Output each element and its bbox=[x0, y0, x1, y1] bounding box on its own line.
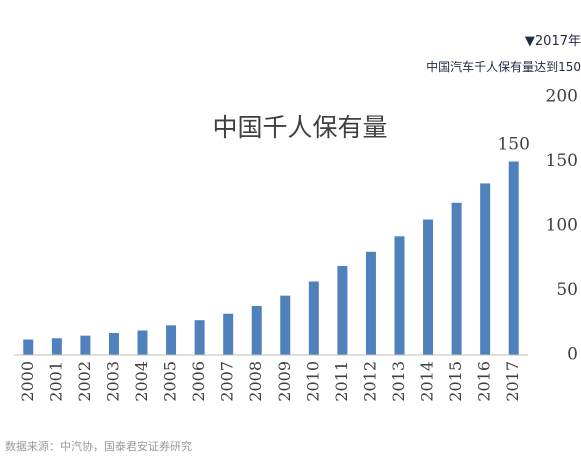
x-tick-label: 2004 bbox=[132, 361, 151, 402]
x-tick-label: 2015 bbox=[446, 361, 465, 402]
header-tag-line: ▼2017年 bbox=[524, 34, 581, 49]
y-tick-label: 0 bbox=[567, 345, 578, 365]
bar-2005 bbox=[166, 325, 177, 355]
x-tick-label: 2009 bbox=[275, 361, 294, 402]
x-tick-label: 2010 bbox=[303, 361, 322, 402]
chart-title: 中国千人保有量 bbox=[212, 113, 387, 142]
bar-2002 bbox=[80, 335, 91, 355]
bar-2004 bbox=[137, 330, 148, 355]
bar-2008 bbox=[251, 305, 262, 355]
bar-2012 bbox=[365, 251, 376, 355]
y-tick-label: 150 bbox=[546, 151, 578, 171]
x-tick-label: 2000 bbox=[18, 361, 37, 402]
bar-2011 bbox=[337, 265, 348, 355]
bar-2013 bbox=[394, 236, 405, 355]
x-tick-label: 2005 bbox=[161, 361, 180, 402]
data-label: 150 bbox=[497, 135, 529, 155]
header-sub-line: 中国汽车千人保有量达到150 bbox=[426, 60, 581, 74]
y-tick-label: 100 bbox=[546, 216, 578, 236]
bar-2016 bbox=[480, 183, 491, 355]
x-tick-label: 2002 bbox=[75, 361, 94, 402]
bar-2009 bbox=[280, 295, 291, 355]
bar-2014 bbox=[423, 219, 434, 355]
x-tick-label: 2013 bbox=[389, 361, 408, 402]
bar-2000 bbox=[23, 339, 34, 355]
source-note: 数据来源：中汽协，国泰君安证券研究 bbox=[5, 440, 192, 453]
bar-2010 bbox=[308, 281, 319, 355]
bar-2003 bbox=[108, 333, 119, 355]
bar-2017 bbox=[508, 161, 519, 355]
x-tick-label: 2011 bbox=[332, 361, 351, 402]
y-tick-label: 200 bbox=[546, 87, 578, 107]
x-tick-label: 2001 bbox=[46, 361, 65, 402]
x-tick-label: 2016 bbox=[475, 361, 494, 402]
bar-2001 bbox=[51, 338, 62, 355]
x-tick-label: 2014 bbox=[418, 361, 437, 402]
x-tick-label: 2008 bbox=[246, 361, 265, 402]
bar-2015 bbox=[451, 202, 462, 355]
x-tick-label: 2003 bbox=[103, 361, 122, 402]
x-tick-label: 2012 bbox=[360, 361, 379, 402]
x-tick-label: 2017 bbox=[503, 361, 522, 402]
bar-2006 bbox=[194, 320, 205, 355]
x-tick-label: 2007 bbox=[218, 361, 237, 402]
y-tick-label: 50 bbox=[556, 280, 578, 300]
x-tick-label: 2006 bbox=[189, 361, 208, 402]
bar-2007 bbox=[223, 313, 234, 355]
